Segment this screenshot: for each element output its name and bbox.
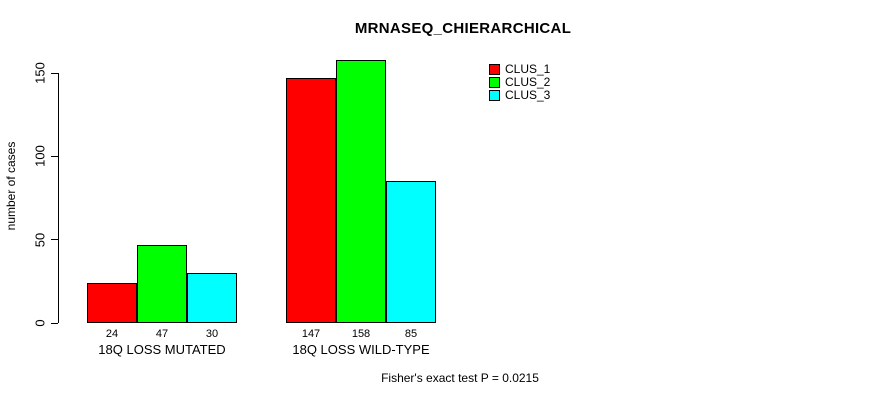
y-tick-label: 100 <box>32 145 48 168</box>
y-tick <box>51 72 58 74</box>
chart-title: MRNASEQ_CHIERARCHICAL <box>354 20 572 37</box>
y-tick-label: 50 <box>32 232 48 247</box>
y-tick <box>51 155 58 157</box>
category-label: 18Q LOSS MUTATED <box>98 342 226 357</box>
legend-item: CLUS_2 <box>489 76 550 89</box>
legend-swatch-icon <box>489 90 500 101</box>
bar-clus_2-cat2 <box>336 59 386 323</box>
y-axis-line <box>58 73 59 323</box>
legend: CLUS_1 CLUS_2 CLUS_3 <box>489 63 550 102</box>
legend-label: CLUS_3 <box>505 88 551 102</box>
bar-value-label: 85 <box>404 328 418 340</box>
bar-clus_3-cat2 <box>386 181 436 323</box>
y-tick <box>51 239 58 241</box>
legend-label: CLUS_1 <box>505 62 551 76</box>
bar-clus_1-cat2 <box>286 78 336 323</box>
stat-annotation: Fisher's exact test P = 0.0215 <box>381 371 539 385</box>
legend-swatch-icon <box>489 64 500 75</box>
legend-item: CLUS_1 <box>489 63 550 76</box>
bar-clus_3-cat1 <box>187 273 237 323</box>
bar-value-label: 147 <box>301 328 321 340</box>
legend-item: CLUS_3 <box>489 89 550 102</box>
y-tick-label: 0 <box>32 319 48 327</box>
legend-swatch-icon <box>489 77 500 88</box>
category-label: 18Q LOSS WILD-TYPE <box>292 342 430 357</box>
bar-value-label: 30 <box>205 328 219 340</box>
bar-value-label: 47 <box>155 328 169 340</box>
y-tick-label: 150 <box>32 62 48 84</box>
bar-value-label: 158 <box>351 328 371 340</box>
bar-clus_2-cat1 <box>137 244 187 323</box>
y-tick <box>51 322 58 324</box>
y-axis-label: number of cases <box>4 141 18 231</box>
bar-clus_1-cat1 <box>87 283 137 323</box>
bar-value-label: 24 <box>105 328 119 340</box>
legend-label: CLUS_2 <box>505 75 551 89</box>
